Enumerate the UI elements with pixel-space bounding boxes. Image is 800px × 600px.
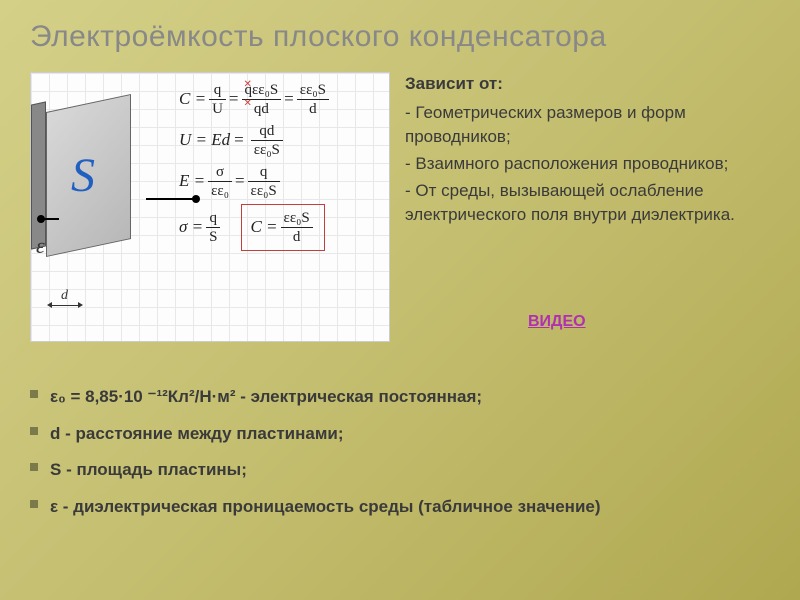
capacitor-diagram: S ε d C = q U = qεε₀S qd = [30,72,390,342]
slide-root: Электроёмкость плоского конденсатора S ε… [0,0,800,600]
formula-U: U = Ed = qd εε₀S [179,122,332,159]
d-arrow [51,305,79,306]
f3-lhs: E = [179,171,205,191]
formula-block: C = q U = qεε₀S qd = εε₀S d [179,81,332,255]
boxed-formula: C = εε₀S d [241,204,324,251]
label-epsilon: ε [36,233,45,259]
def-2: d - расстояние между пластинами; [50,419,344,450]
formula-C: C = q U = qεε₀S qd = εε₀S d [179,81,332,118]
eq1: = [229,89,239,109]
f4-lhs: σ = [179,217,203,237]
f1-lhs: C = [179,89,206,109]
depends-item-1: - Геометрических размеров и форм проводн… [405,101,770,150]
frac-2: qd εε₀S [251,122,283,159]
def-row-3: S - площадь пластины; [30,455,770,486]
frac-3b: q εε₀S [248,163,280,200]
depends-block: Зависит от: - Геометрических размеров и … [405,72,770,342]
depends-title: Зависит от: [405,72,770,97]
depends-item-3: - От среды, вызывающей ослабление электр… [405,179,770,228]
frac-box: εε₀S d [281,209,313,246]
frac-1c: εε₀S d [297,81,329,118]
frac-3a: σ εε₀ [208,163,232,200]
content-row: S ε d C = q U = qεε₀S qd = [30,72,770,342]
frac-1b: qεε₀S qd [242,81,282,118]
def-row-4: ε - диэлектрическая проницаемость среды … [30,492,770,523]
bullet-icon [30,390,38,398]
def-row-2: d - расстояние между пластинами; [30,419,770,450]
formula-E: E = σ εε₀ = q εε₀S [179,163,332,200]
video-link[interactable]: ВИДЕО [528,313,586,331]
label-d: d [61,288,68,304]
f2-lhs: U = Ed [179,130,230,150]
definitions-block: ε₀ = 8,85·10 ⁻¹²Кл²/Н·м² - электрическая… [30,382,770,528]
bullet-icon [30,427,38,435]
bullet-icon [30,463,38,471]
frac-4: q S [206,209,220,246]
wire-left [41,218,59,220]
def-4: ε - диэлектрическая проницаемость среды … [50,492,601,523]
def-3: S - площадь пластины; [50,455,247,486]
formula-sigma-row: σ = q S C = εε₀S d [179,204,332,251]
box-lhs: C = [250,217,277,237]
def-1: ε₀ = 8,85·10 ⁻¹²Кл²/Н·м² - электрическая… [50,382,482,413]
eq3: = [234,130,244,150]
eq4: = [235,171,245,191]
slide-title: Электроёмкость плоского конденсатора [30,20,770,54]
depends-item-2: - Взаимного расположения проводников; [405,152,770,177]
bullet-icon [30,500,38,508]
plate-side [31,101,46,249]
label-S: S [71,148,95,203]
frac-1a: q U [209,81,226,118]
def-row-1: ε₀ = 8,85·10 ⁻¹²Кл²/Н·м² - электрическая… [30,382,770,413]
eq2: = [284,89,294,109]
